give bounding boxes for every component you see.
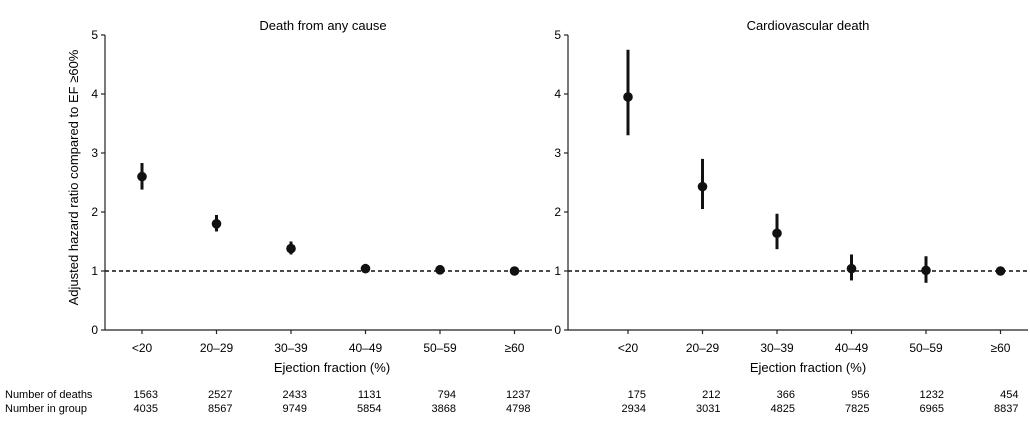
x-tick-label: 40–49 (835, 341, 869, 355)
y-tick-label: 5 (91, 28, 98, 42)
y-tick-label: 4 (554, 87, 561, 101)
table-cell: 794 (438, 389, 456, 401)
x-tick-label: 50–59 (423, 341, 457, 355)
x-tick-label: <20 (132, 341, 153, 355)
y-tick-label: 3 (554, 146, 561, 160)
table-cell: 956 (851, 389, 869, 401)
y-tick-label: 1 (554, 264, 561, 278)
table-cell: 2433 (283, 389, 307, 401)
table-cell: 1131 (358, 389, 382, 401)
data-point (137, 171, 147, 182)
data-point (509, 266, 520, 276)
table-cell: 175 (628, 389, 646, 401)
table-cell: 1563 (134, 389, 158, 401)
data-point (697, 181, 708, 192)
y-tick-label: 2 (91, 205, 98, 219)
data-point (286, 243, 296, 254)
table-cell: 4825 (771, 403, 795, 415)
y-axis-label: Adjusted hazard ratio compared to EF ≥60… (66, 49, 81, 305)
x-tick-label: 20–29 (686, 341, 720, 355)
table-cell: 8837 (994, 403, 1018, 415)
table-cell: 3868 (432, 403, 456, 415)
x-tick-label: ≥60 (991, 341, 1011, 355)
table-cell: 3031 (696, 403, 720, 415)
data-point (995, 266, 1006, 276)
chart-title: Death from any cause (259, 18, 386, 33)
table-cell: 2527 (208, 389, 232, 401)
x-tick-label: <20 (618, 341, 639, 355)
x-tick-label: 50–59 (909, 341, 943, 355)
table-cell: 6965 (920, 403, 944, 415)
data-point (772, 228, 782, 239)
data-point (211, 219, 222, 229)
y-tick-label: 5 (554, 28, 561, 42)
y-tick-label: 0 (554, 323, 561, 337)
y-tick-label: 1 (91, 264, 98, 278)
data-point (623, 92, 633, 102)
x-axis-label: Ejection fraction (%) (750, 360, 866, 375)
table-cell: 2934 (622, 403, 646, 415)
table-cell: 9749 (283, 403, 307, 415)
y-tick-label: 3 (91, 146, 98, 160)
x-tick-label: 30–39 (760, 341, 794, 355)
data-point (360, 263, 371, 274)
table-cell: 5854 (357, 403, 381, 415)
table-cell: 212 (702, 389, 720, 401)
data-point (846, 263, 857, 274)
x-tick-label: ≥60 (505, 341, 525, 355)
x-tick-label: 20–29 (200, 341, 234, 355)
table-cell: 1237 (506, 389, 530, 401)
y-tick-label: 2 (554, 205, 561, 219)
y-tick-label: 0 (91, 323, 98, 337)
table-row-label: Number in group (5, 403, 87, 415)
chart-panel-2: Cardiovascular death 0 1 2 3 4 5 <20 20–29 30–39 4… (554, 18, 1028, 415)
table-cell: 454 (1000, 389, 1018, 401)
x-tick-label: 40–49 (349, 341, 383, 355)
y-tick-label: 4 (91, 87, 98, 101)
x-tick-label: 30–39 (274, 341, 308, 355)
table-cell: 1232 (920, 389, 944, 401)
chart-panel-1: Death from any cause 0 1 2 3 4 5 <20 20–29 30–39 4… (5, 18, 552, 415)
table-cell: 7825 (845, 403, 869, 415)
table-cell: 8567 (208, 403, 232, 415)
table-cell: 4035 (134, 403, 158, 415)
table-cell: 366 (777, 389, 795, 401)
chart-title: Cardiovascular death (747, 18, 870, 33)
data-point (435, 265, 445, 275)
data-point (921, 265, 931, 276)
x-axis-label: Ejection fraction (%) (274, 360, 390, 375)
table-row-label: Number of deaths (5, 389, 93, 401)
table-cell: 4798 (506, 403, 530, 415)
